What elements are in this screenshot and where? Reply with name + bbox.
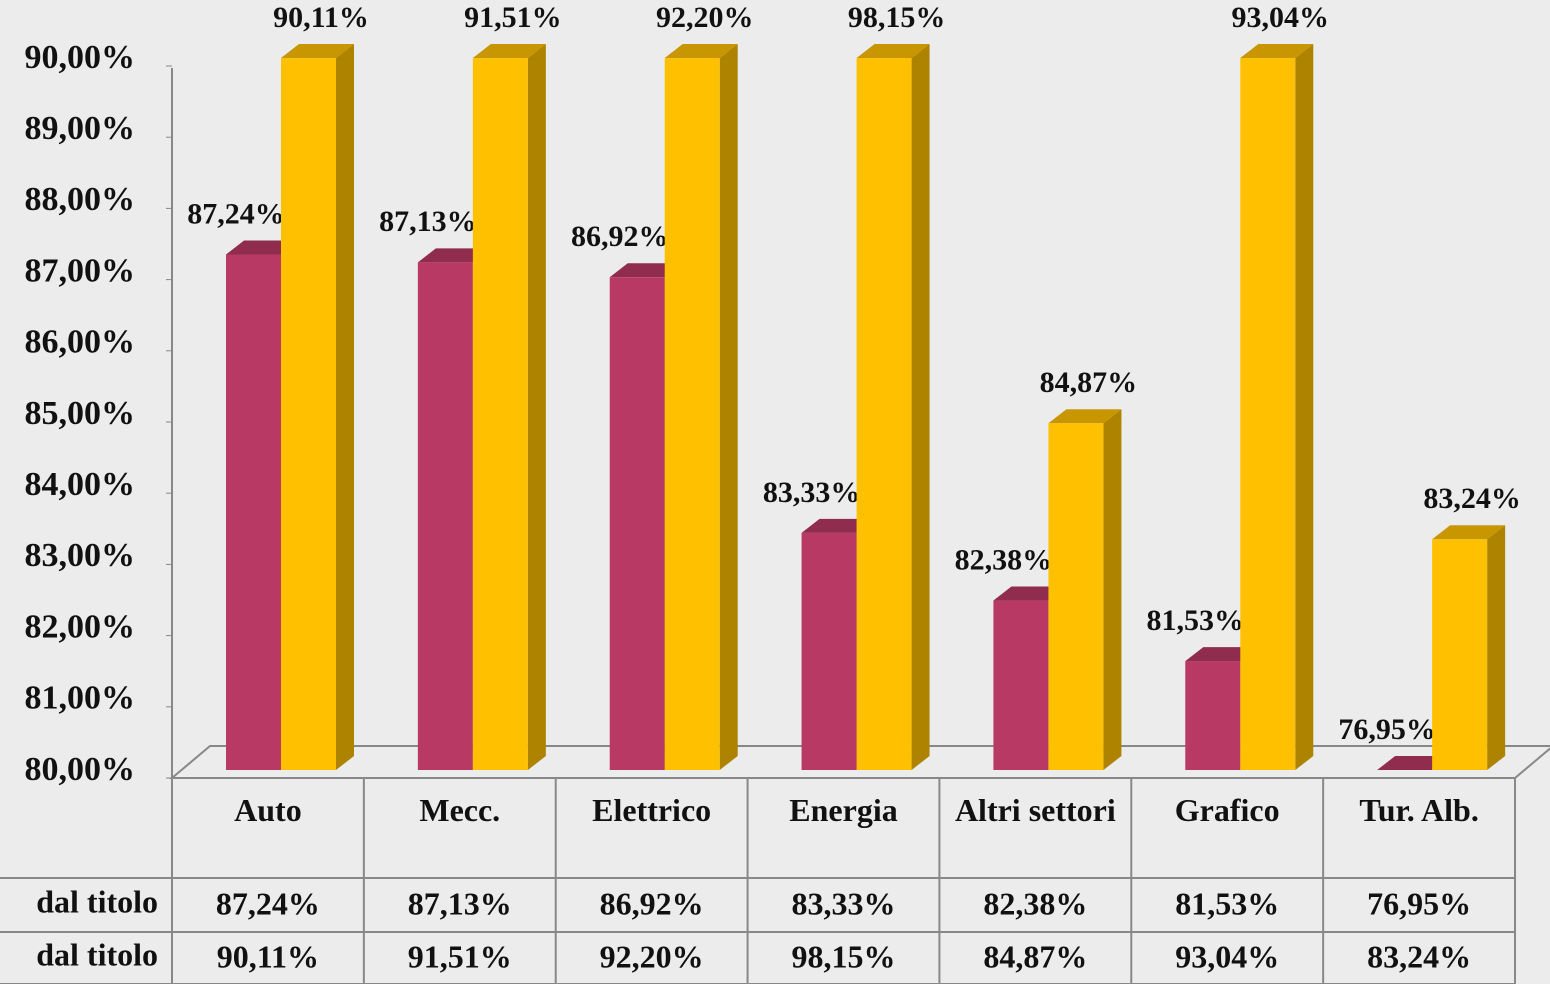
bar-top: [281, 44, 354, 58]
y-tick-label: 84,00%: [25, 466, 136, 503]
table-value: 82,38%: [983, 885, 1087, 921]
category-label: Altri settori: [954, 792, 1116, 828]
bar-group: [472, 44, 546, 770]
category-label: Auto: [234, 792, 302, 828]
data-label: 90,11%: [273, 1, 369, 34]
category-label: Mecc.: [419, 792, 501, 828]
bar-top: [1048, 409, 1122, 424]
data-label: 93,04%: [1232, 1, 1330, 34]
bar: [993, 600, 1049, 770]
y-tick-label: 87,00%: [25, 252, 136, 289]
y-tick-label: 86,00%: [25, 324, 136, 361]
bar-side: [527, 44, 546, 770]
legend-label: dal titolo: [36, 883, 158, 919]
y-tick-label: 83,00%: [25, 537, 136, 574]
bar: [226, 254, 281, 771]
bar: [472, 58, 528, 770]
table-header: Grafico: [1174, 792, 1280, 828]
data-label: 86,92%: [571, 220, 669, 253]
bar-top: [472, 44, 546, 58]
y-tick-label: 80,00%: [25, 751, 136, 788]
bar-top: [801, 518, 875, 533]
bar-side: [336, 44, 354, 770]
bar-side: [719, 44, 738, 770]
y-tick-label: 82,00%: [25, 608, 136, 645]
table-value: 84,87%: [983, 938, 1087, 974]
bar-side: [1295, 44, 1314, 770]
bar-top: [609, 263, 683, 278]
bar: [417, 262, 473, 770]
table-value: 91,51%: [408, 938, 512, 974]
table-header: Auto: [234, 792, 302, 828]
table-value: 98,15%: [792, 938, 896, 974]
bar-side: [1487, 525, 1506, 770]
category-label: Energia: [789, 792, 898, 828]
y-tick-label: 88,00%: [25, 181, 136, 218]
table-value: 87,24%: [216, 885, 320, 921]
table-value: 93,04%: [1175, 938, 1279, 974]
data-label: 82,38%: [955, 543, 1053, 576]
data-label: 98,15%: [848, 1, 946, 34]
table-header: Mecc.: [419, 792, 501, 828]
bar: [856, 58, 912, 770]
bar-side: [1103, 409, 1122, 770]
table-header: Elettrico: [592, 792, 712, 828]
y-tick-label: 85,00%: [25, 395, 136, 432]
y-tick-label: 90,00%: [25, 39, 136, 76]
data-label: 81,53%: [1147, 604, 1245, 637]
data-label: 87,13%: [379, 205, 477, 238]
data-label: 83,24%: [1423, 482, 1521, 515]
data-label: 91,51%: [464, 1, 562, 34]
category-label: Grafico: [1174, 792, 1280, 828]
bar-top: [664, 44, 738, 58]
bar: [1048, 423, 1104, 770]
bar-group: [1432, 525, 1506, 770]
data-label: 87,24%: [187, 197, 285, 230]
bar-top: [856, 44, 930, 58]
bar-top: [1377, 756, 1451, 770]
legend-label: dal titolo: [36, 936, 158, 972]
bar: [609, 277, 665, 770]
bar-group: [856, 44, 930, 770]
table-value: 81,53%: [1175, 885, 1279, 921]
y-tick-label: 89,00%: [25, 110, 136, 147]
bar-group: [1377, 756, 1451, 770]
table-header: Tur. Alb.: [1359, 792, 1479, 828]
table-value: 76,95%: [1367, 885, 1471, 921]
table-header: Energia: [789, 792, 898, 828]
data-label: 76,95%: [1338, 713, 1436, 746]
table-value: 87,13%: [408, 885, 512, 921]
table-value: 90,11%: [217, 938, 319, 974]
bar-top: [417, 248, 491, 263]
bar: [801, 532, 857, 770]
bar: [1185, 661, 1241, 770]
data-label: 84,87%: [1040, 366, 1138, 399]
bar: [281, 58, 336, 770]
table-value: 83,24%: [1367, 938, 1471, 974]
bar-top: [1185, 647, 1259, 662]
bar-side: [911, 44, 930, 770]
bar: [1240, 58, 1296, 770]
bar-group: [1240, 44, 1314, 770]
bar: [1432, 539, 1488, 770]
table-value: 92,20%: [600, 938, 704, 974]
bar-group: [1048, 409, 1122, 770]
table-header: Altri settori: [954, 792, 1116, 828]
data-label: 83,33%: [763, 476, 861, 509]
bar-group: [664, 44, 738, 770]
bar: [664, 58, 720, 770]
table-value: 86,92%: [600, 885, 704, 921]
category-label: Elettrico: [592, 792, 712, 828]
bar-group: [281, 44, 354, 770]
category-label: Tur. Alb.: [1359, 792, 1479, 828]
table-value: 83,33%: [792, 885, 896, 921]
data-label: 92,20%: [656, 1, 754, 34]
bar-top: [1432, 525, 1506, 540]
bar-top: [1240, 44, 1314, 58]
bar-top: [993, 586, 1067, 601]
bar-top: [226, 240, 299, 255]
y-tick-label: 81,00%: [25, 680, 136, 717]
